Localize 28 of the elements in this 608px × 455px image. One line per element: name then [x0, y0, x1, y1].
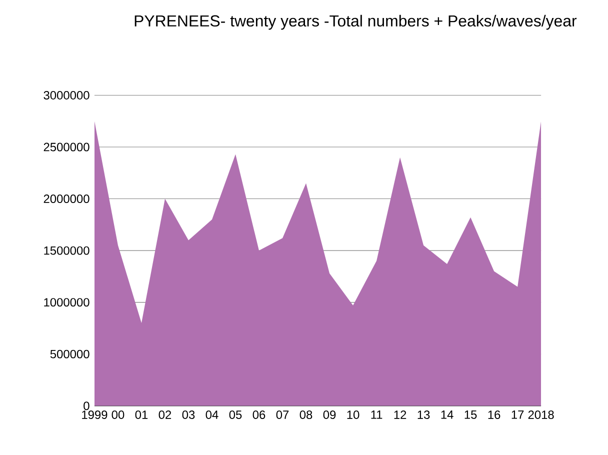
- y-tick-label: 2500000: [44, 142, 90, 152]
- x-tick-label: 04: [206, 410, 218, 420]
- x-tick-label: 16: [488, 410, 500, 420]
- x-tick-label: 06: [252, 410, 266, 420]
- x-tick-label: 14: [441, 410, 454, 419]
- x-tick-label: 00: [112, 410, 124, 420]
- y-tick-label: 0: [84, 402, 90, 410]
- x-tick-label: 02: [158, 410, 172, 420]
- y-tick-label: 1500000: [44, 246, 90, 255]
- x-tick-label: 11: [371, 410, 382, 419]
- y-tick-label: 3000000: [44, 91, 90, 100]
- y-tick-label: 500000: [50, 350, 90, 358]
- x-tick-label: 17: [512, 410, 524, 419]
- x-tick-label: 01: [135, 410, 148, 420]
- x-tick-label: 03: [182, 410, 195, 420]
- x-tick-label: 12: [394, 410, 406, 419]
- x-tick-label: 15: [464, 410, 477, 419]
- chart-title: PYRENEES- twenty years -Total numbers + Peaks/waves/year: [134, 14, 577, 30]
- x-tick-label: 1999: [82, 410, 108, 420]
- x-tick-label: 13: [418, 410, 430, 420]
- x-tick-label: 10: [347, 410, 360, 420]
- x-tick-label: 2018: [528, 410, 554, 420]
- x-tick-label: 07: [276, 410, 289, 420]
- x-tick-label: 08: [300, 410, 312, 420]
- x-tick-label: 05: [229, 410, 242, 420]
- y-tick-label: 2000000: [44, 194, 90, 204]
- x-tick-label: 09: [323, 410, 336, 420]
- y-tick-label: 1000000: [44, 298, 90, 307]
